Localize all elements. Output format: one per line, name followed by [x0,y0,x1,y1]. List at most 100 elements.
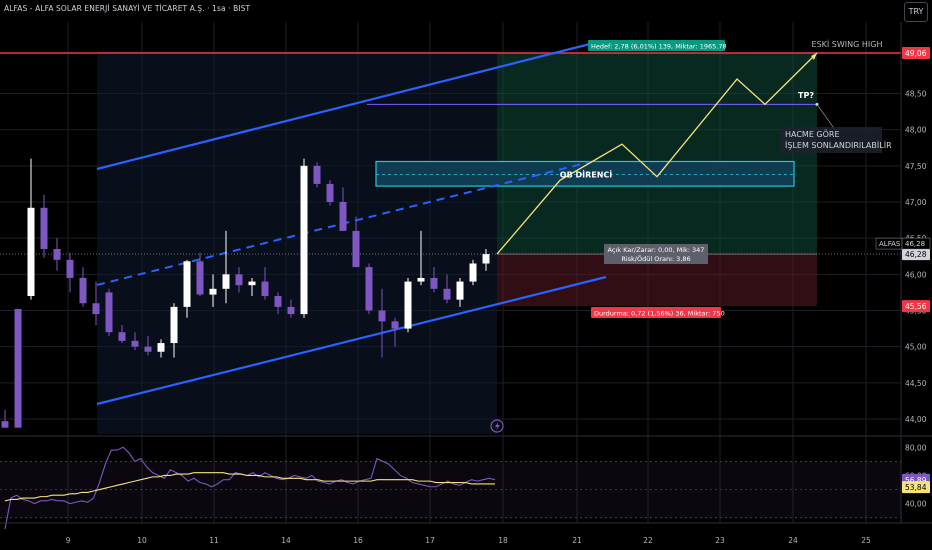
candle [27,158,35,300]
candle [1,409,9,428]
candle [469,259,477,286]
candle-body [131,340,139,347]
target-label-box [588,40,725,51]
candle-body [235,274,243,286]
candle [131,332,139,351]
candle-body [274,296,282,307]
candle [430,267,438,293]
candle-body [404,281,412,329]
candle-body [157,343,165,352]
hacme-box [780,127,882,153]
candle-body [92,303,100,315]
rsi-tick-label: 80,00 [905,443,927,452]
candle-body [456,281,464,300]
tp-label: TP? [798,91,814,100]
candle-body [144,346,152,352]
alert-icon [490,419,504,433]
candle-body [443,288,451,300]
candle [235,267,243,293]
stop-label: Durdurma: 0,72 (1,56%) 36, Miktar: 750 [594,310,725,318]
candle [118,324,126,344]
candle-body [430,277,438,289]
last-price-tag [902,249,930,261]
candle [53,238,61,271]
time-tick-label: 21 [572,536,582,545]
stop-price-label: 45,56 [905,302,927,311]
candle [443,274,451,304]
candle [14,309,22,428]
candle [40,194,48,258]
time-tick-label: 25 [861,536,871,545]
rsi-line [4,446,496,530]
candle-body [66,259,74,278]
time-tick-label: 24 [788,536,798,545]
hacme-label-1: HACME GÖRE [785,129,840,139]
time-tick-label: 14 [281,536,291,545]
price-tick-label: 47,50 [905,162,927,171]
candle-body [118,332,126,341]
candle-body [105,292,113,333]
eski-swing-label: ESKİ SWING HIGH [812,39,883,49]
time-tick-label: 17 [425,536,435,545]
candle [261,267,269,300]
hacme-label-2: İŞLEM SONLANDIRILABİLİR [785,140,892,150]
candle [313,162,321,188]
tp-callout-line [817,105,836,130]
price-tick-label: 47,00 [905,198,927,207]
rsi-ma-label: 53,84 [905,483,927,492]
candle-body [222,274,230,289]
candle-body [40,207,48,250]
candle-body [27,207,35,297]
candlestick-series [1,158,490,428]
trade-zones [0,52,901,434]
pnl-info-2: Risk/Ödül Oranı: 3,86 [621,254,690,263]
rsi-ma-line [4,472,495,502]
currency-button[interactable]: TRY [904,2,928,22]
candle [417,230,425,286]
rsi-ma-tag [902,481,930,494]
candle [339,187,347,231]
time-tick-label: 18 [498,536,508,545]
candle-body [391,321,399,329]
pnl-info-box [604,244,708,264]
candle-body [326,183,334,203]
candle [274,292,282,315]
time-tick-label: 16 [353,536,363,545]
target-zone [497,53,817,255]
channel-lower [96,275,607,406]
price-tick-label: 45,00 [905,343,927,352]
rsi-tick-label: 40,00 [905,500,927,509]
resistance-price-tag [902,47,930,59]
candle [209,274,217,307]
candle-body [53,249,61,260]
candle-body [287,306,295,315]
candle [287,299,295,318]
price-tick-label: 44,00 [905,415,927,424]
candle-body [378,310,386,322]
candle-body [365,267,373,311]
candle-body [261,281,269,297]
projection-arrowhead [811,53,817,60]
price-axis: 48,5048,0047,5047,0046,5046,0045,5045,00… [875,22,932,550]
time-tick-label: 10 [137,536,147,545]
candle [144,335,152,356]
candle-body [248,281,256,286]
last-price-label: 46,28 [905,250,927,259]
channel-background [97,52,497,434]
price-tick-label: 44,50 [905,379,927,388]
candle [300,158,308,318]
candle [66,252,74,293]
rsi-value-label: 56,89 [905,476,927,485]
candle-body [469,263,477,282]
candle-body [14,309,22,428]
candle-body [79,277,87,304]
candle [391,317,399,347]
price-tick-label: 48,50 [905,90,927,99]
candle [482,249,490,271]
candle-body [339,202,347,231]
candle [365,263,373,315]
candle-body [300,165,308,315]
candle [79,267,87,307]
